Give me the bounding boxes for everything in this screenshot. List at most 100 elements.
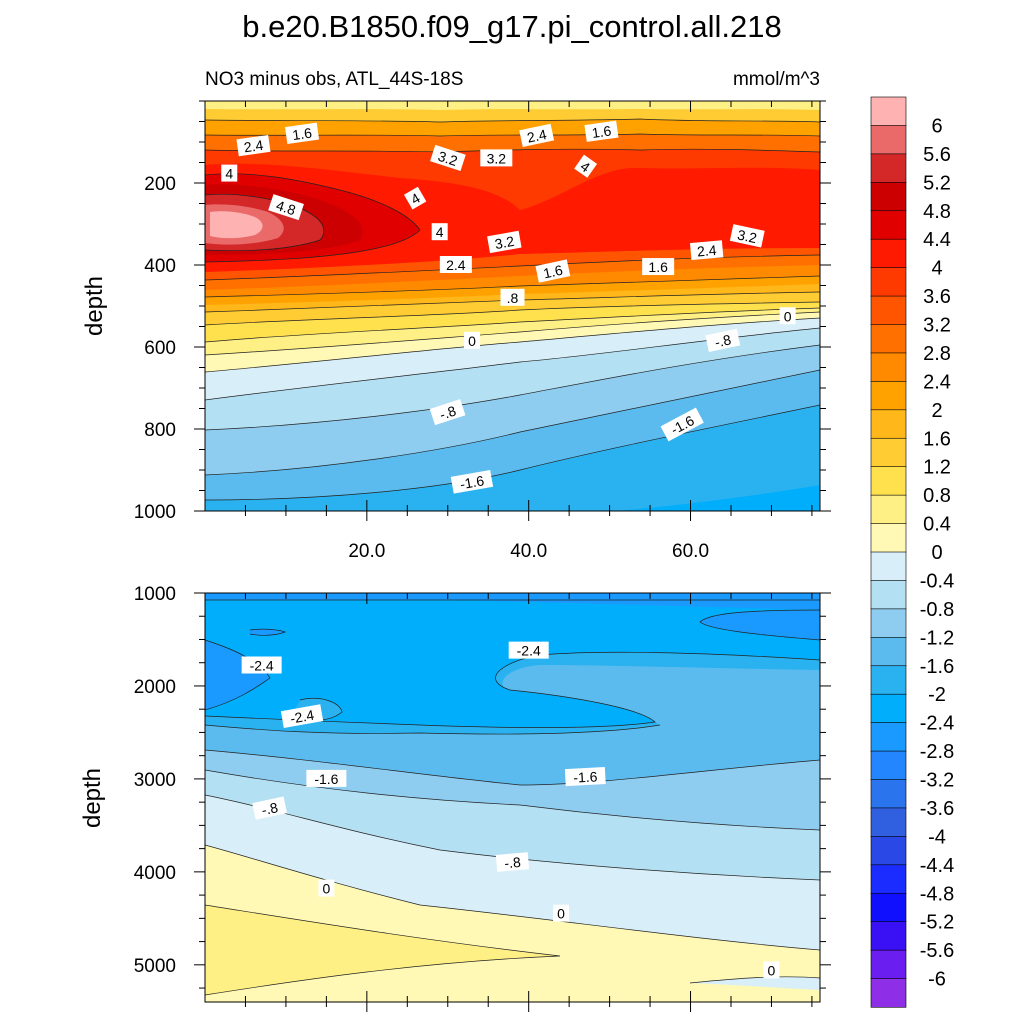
colorbar-swatch xyxy=(870,693,907,724)
bottom-y-axis-label: depth xyxy=(79,768,106,828)
contour-label-text: 3.2 xyxy=(493,233,515,252)
bottom-line-neg2 xyxy=(205,724,661,735)
top-line-upper-32 xyxy=(205,148,820,153)
colorbar-swatch xyxy=(870,892,907,923)
chart-units: mmol/m^3 xyxy=(733,69,820,90)
colorbar-swatch xyxy=(870,580,907,610)
top-fill-core-64 xyxy=(210,211,263,239)
colorbar-swatch xyxy=(870,466,907,496)
top-panel-fills xyxy=(205,101,820,511)
colorbar-label: -4.8 xyxy=(920,883,954,905)
contour-label: 0 xyxy=(779,307,796,325)
contour-label: 3.2 xyxy=(430,144,466,171)
colorbar-swatch xyxy=(870,182,907,212)
contour-label-text: 1.6 xyxy=(648,259,668,275)
colorbar-swatch xyxy=(870,409,907,439)
contour-label-text: 0 xyxy=(784,308,792,324)
contour-label-bg xyxy=(280,704,324,728)
bottom-contour-labels: -2.4 -2.4 -2.4 -1.6 -1.6 -.8 -.8 0 0 0 xyxy=(241,641,780,979)
top-xtick-label: 20.0 xyxy=(348,541,385,562)
contour-label-bg xyxy=(642,258,675,276)
colorbar-label: 2.4 xyxy=(923,371,951,393)
contour-label-bg xyxy=(535,259,571,283)
colorbar-label: -1.2 xyxy=(920,627,954,649)
contour-label-bg xyxy=(318,879,335,897)
contour-label-text: 0 xyxy=(322,881,330,897)
contour-label-bg xyxy=(729,224,765,248)
bottom-fill-neg28c xyxy=(205,640,270,710)
contour-label-bg xyxy=(519,123,555,148)
contour-label-text: 2.4 xyxy=(526,126,549,146)
contour-label-bg xyxy=(660,407,704,442)
contour-label-bg xyxy=(480,149,513,167)
contour-label-bg xyxy=(584,120,619,142)
contour-label-text: 0 xyxy=(768,962,776,978)
bottom-fill-04 xyxy=(205,905,560,995)
contour-label-text: 1.6 xyxy=(542,262,565,282)
contour-label-bg xyxy=(500,288,525,306)
contour-label-bg xyxy=(403,186,427,210)
colorbar-label: -5.6 xyxy=(920,940,954,962)
contour-label-text: 3.2 xyxy=(487,150,507,166)
bottom-line-neg28 xyxy=(699,609,820,641)
contour-label: 0 xyxy=(763,961,780,979)
contour-label-text: -.8 xyxy=(713,331,733,350)
contour-label: -.8 xyxy=(429,399,466,426)
colorbar-label: 3.2 xyxy=(923,315,951,337)
colorbar-swatch xyxy=(870,921,907,951)
colorbar-label: 1.2 xyxy=(923,457,951,479)
colorbar: 6 5.6 5.2 4.8 4.4 4 3.6 3.2 2.8 2.4 2 1.6 1.2 0.8 0.4 0… xyxy=(870,96,954,1008)
contour-label-bg xyxy=(221,164,238,182)
bottom-ytick-label: 1000 xyxy=(134,584,176,605)
colorbar-label: 1.6 xyxy=(923,428,951,450)
colorbar-label: -4 xyxy=(928,826,946,848)
contour-label-text: -.8 xyxy=(260,799,280,818)
contour-label-text: -.8 xyxy=(504,854,522,871)
contour-label-bg xyxy=(763,961,780,979)
contour-label-bg xyxy=(429,399,466,426)
chart-title: b.e20.B1850.f09_g17.pi_control.all.218 xyxy=(242,9,782,44)
contour-label-bg xyxy=(431,223,448,241)
bottom-line-neg28d xyxy=(249,628,286,636)
top-ytick-label: 400 xyxy=(144,256,176,277)
contour-label: 1.6 xyxy=(285,122,320,144)
contour-label: 3.2 xyxy=(487,230,522,254)
contour-label-bg xyxy=(564,767,606,787)
contour-label: -1.6 xyxy=(450,469,494,494)
top-xtick-label: 60.0 xyxy=(672,541,709,562)
contour-label-text: 4 xyxy=(225,166,233,182)
contour-label: 0 xyxy=(464,331,481,349)
colorbar-label: -2.4 xyxy=(920,713,954,735)
top-ytick-label: 800 xyxy=(144,420,176,441)
bottom-line-neg16 xyxy=(205,749,820,786)
contour-label-text: -.8 xyxy=(438,402,459,422)
contour-label: 4 xyxy=(574,154,598,178)
bottom-ytick-label: 2000 xyxy=(134,677,176,698)
bottom-ytick-label: 4000 xyxy=(134,863,176,884)
colorbar-label: -2.8 xyxy=(920,741,954,763)
contour-label-text: .8 xyxy=(507,290,519,306)
colorbar-swatch xyxy=(870,665,907,695)
colorbar-label: 5.2 xyxy=(923,172,951,194)
colorbar-swatch xyxy=(870,267,907,297)
top-line-upper-16 xyxy=(205,118,820,123)
top-contour-lines xyxy=(205,118,820,501)
bottom-fill-neg28d xyxy=(250,629,285,636)
contour-label-bg xyxy=(306,769,347,787)
colorbar-swatch xyxy=(870,295,907,326)
contour-label: -1.6 xyxy=(306,769,347,787)
contour-label-bg xyxy=(285,122,320,144)
colorbar-label: 0.4 xyxy=(923,514,951,536)
contour-label: 2.4 xyxy=(236,134,271,157)
colorbar-label: 6 xyxy=(931,115,942,137)
top-line-neg12 xyxy=(205,344,820,431)
contour-label-bg xyxy=(487,230,522,254)
contour-label: .8 xyxy=(500,288,525,306)
contour-label: -.8 xyxy=(705,328,741,353)
bottom-line-neg24 xyxy=(205,651,820,728)
colorbar-label: 5.6 xyxy=(923,144,951,166)
colorbar-label: -3.2 xyxy=(920,770,954,792)
contour-label-text: 1.6 xyxy=(591,122,613,141)
contour-label: 1.6 xyxy=(642,258,675,276)
